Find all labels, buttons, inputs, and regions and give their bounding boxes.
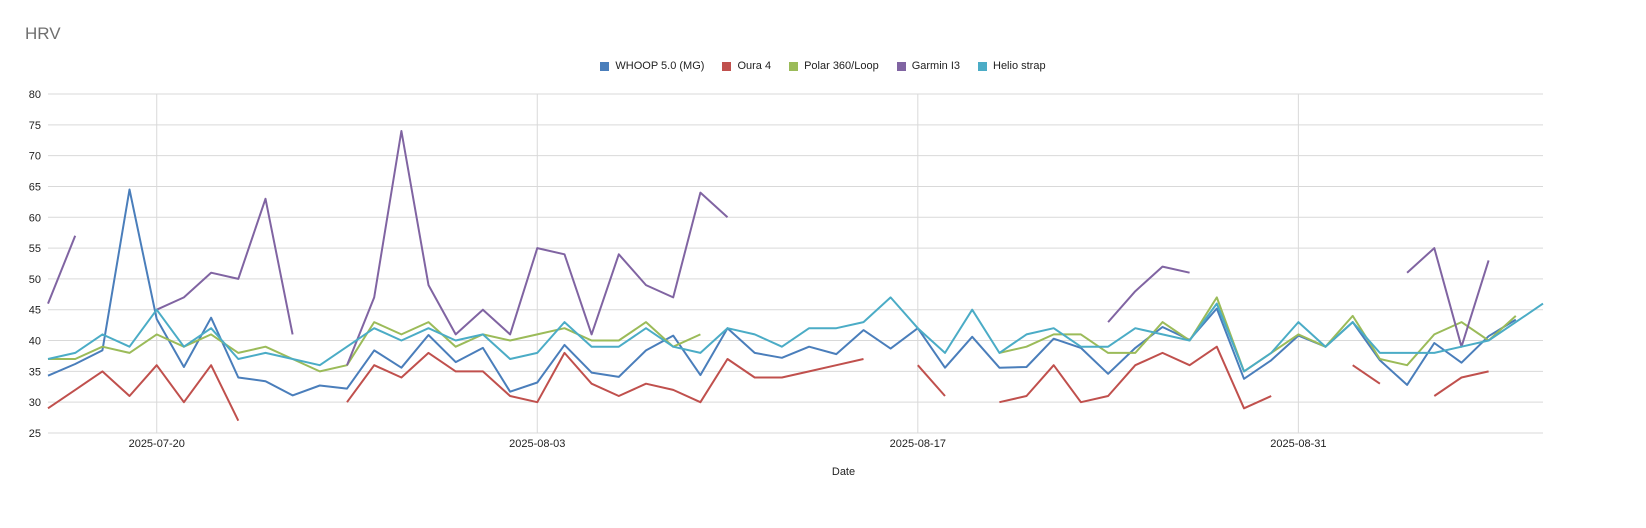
chart-title: HRV xyxy=(25,24,61,43)
x-axis-title: Date xyxy=(832,466,855,478)
series-line xyxy=(47,296,1544,373)
legend-item: Oura 4 xyxy=(722,60,771,72)
y-tick-label: 70 xyxy=(29,151,41,163)
legend-swatch xyxy=(600,61,610,71)
series-segment xyxy=(1107,265,1190,323)
series-segment xyxy=(999,345,1272,410)
y-tick-label: 25 xyxy=(29,428,41,440)
legend-swatch xyxy=(896,61,906,71)
x-tick-label: 2025-08-31 xyxy=(1270,438,1326,450)
legend-swatch xyxy=(722,61,732,71)
series-segment xyxy=(999,296,1517,373)
y-tick-label: 65 xyxy=(29,181,41,193)
y-tick-label: 45 xyxy=(29,305,41,317)
series-segment xyxy=(47,235,77,304)
series-segment xyxy=(48,321,701,373)
y-tick-label: 30 xyxy=(29,397,41,409)
y-tick-label: 40 xyxy=(29,336,41,348)
legend-swatch xyxy=(978,61,987,71)
legend-label: Helio strap xyxy=(993,60,1046,72)
series-segment xyxy=(917,364,946,397)
y-tick-label: 75 xyxy=(29,120,41,132)
series-segment xyxy=(1433,370,1489,397)
legend-label: WHOOP 5.0 (MG) xyxy=(615,60,705,72)
y-tick-label: 80 xyxy=(29,89,41,101)
series-line xyxy=(48,296,1517,373)
y-tick-label: 50 xyxy=(29,274,41,286)
x-tick-label: 2025-07-20 xyxy=(129,438,185,450)
series-segment xyxy=(346,130,729,366)
series-segment xyxy=(1406,247,1490,348)
series-line xyxy=(47,188,1517,397)
series-line xyxy=(47,345,1489,422)
legend: WHOOP 5.0 (MG) Oura 4 Polar 360/Loop Garmin… xyxy=(0,60,1646,72)
legend-item: Garmin I3 xyxy=(896,60,960,72)
legend-label: Oura 4 xyxy=(737,60,772,72)
legend-item: Polar 360/Loop xyxy=(789,60,879,72)
series-segment xyxy=(47,364,240,422)
y-tick-label: 60 xyxy=(29,212,41,224)
x-tick-label: 2025-08-17 xyxy=(890,438,946,450)
series-segment xyxy=(346,351,864,404)
series-segment xyxy=(156,197,294,335)
legend-label: Polar 360/Loop xyxy=(804,60,879,72)
legend-item: Helio strap xyxy=(978,60,1046,72)
legend-swatch xyxy=(789,61,799,71)
x-tick-label: 2025-08-03 xyxy=(509,438,565,450)
series-line xyxy=(47,130,1490,366)
series-segment xyxy=(47,188,1517,397)
y-tick-label: 35 xyxy=(29,366,41,378)
y-tick-label: 55 xyxy=(29,243,41,255)
series-segment xyxy=(1352,364,1381,385)
legend-label: Garmin I3 xyxy=(911,60,960,72)
legend-item: WHOOP 5.0 (MG) xyxy=(600,60,704,72)
series-segment xyxy=(47,296,1544,373)
